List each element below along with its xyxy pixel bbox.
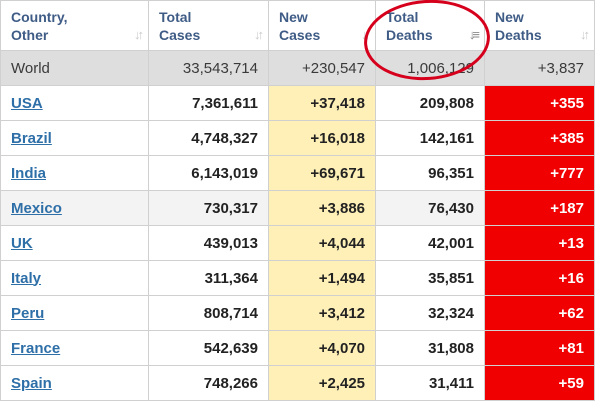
new-deaths-cell: +777 — [484, 155, 595, 191]
world-total-cases: 33,543,714 — [148, 50, 269, 86]
country-link[interactable]: Peru — [11, 304, 45, 322]
new-cases-cell: +37,418 — [268, 85, 376, 121]
new-cases-cell: +69,671 — [268, 155, 376, 191]
total-deaths-cell: 31,411 — [375, 365, 485, 401]
table-row: India 6,143,019 +69,671 96,351 +777 — [0, 155, 595, 191]
country-cell: Spain — [0, 365, 149, 401]
country-cell: Italy — [0, 260, 149, 296]
header-total-cases-label: Total Cases — [159, 9, 201, 43]
header-new-cases-label: New Cases — [279, 9, 321, 43]
country-link[interactable]: UK — [11, 234, 33, 252]
country-link[interactable]: India — [11, 164, 47, 182]
country-link[interactable]: Italy — [11, 269, 42, 287]
header-country-label: Country, Other — [11, 9, 68, 43]
country-link[interactable]: Brazil — [11, 129, 52, 147]
total-deaths-cell: 31,808 — [375, 330, 485, 366]
total-cases-cell: 730,317 — [148, 190, 269, 226]
country-cell: Brazil — [0, 120, 149, 156]
total-cases-cell: 542,639 — [148, 330, 269, 366]
sort-icon[interactable]: ↓↑ — [361, 27, 371, 42]
new-cases-cell: +3,886 — [268, 190, 376, 226]
total-cases-cell: 439,013 — [148, 225, 269, 261]
total-deaths-cell: 76,430 — [375, 190, 485, 226]
new-cases-cell: +4,044 — [268, 225, 376, 261]
new-cases-cell: +3,412 — [268, 295, 376, 331]
header-total-cases[interactable]: Total Cases ↓↑ — [148, 0, 269, 51]
header-new-cases[interactable]: New Cases ↓↑ — [268, 0, 376, 51]
header-new-deaths-label: New Deaths — [495, 9, 542, 43]
table-row: Spain 748,266 +2,425 31,411 +59 — [0, 365, 595, 401]
total-deaths-cell: 96,351 — [375, 155, 485, 191]
header-row: Country, Other ↓↑ Total Cases ↓↑ New Cases … — [0, 0, 595, 51]
table-row: Peru 808,714 +3,412 32,324 +62 — [0, 295, 595, 331]
header-new-deaths[interactable]: New Deaths ↓↑ — [484, 0, 595, 51]
table-row: UK 439,013 +4,044 42,001 +13 — [0, 225, 595, 261]
country-cell: UK — [0, 225, 149, 261]
world-new-deaths: +3,837 — [484, 50, 595, 86]
total-cases-cell: 6,143,019 — [148, 155, 269, 191]
new-deaths-cell: +16 — [484, 260, 595, 296]
sort-icon[interactable]: ↓↑ — [134, 27, 144, 42]
total-cases-cell: 7,361,611 — [148, 85, 269, 121]
sort-icon[interactable]: ↓↑ — [580, 27, 590, 42]
world-row: World 33,543,714 +230,547 1,006,129 +3,8… — [0, 50, 595, 86]
country-cell: Mexico — [0, 190, 149, 226]
country-link[interactable]: France — [11, 339, 61, 357]
new-deaths-cell: +187 — [484, 190, 595, 226]
total-deaths-cell: 42,001 — [375, 225, 485, 261]
new-deaths-cell: +59 — [484, 365, 595, 401]
total-cases-cell: 808,714 — [148, 295, 269, 331]
total-deaths-cell: 142,161 — [375, 120, 485, 156]
table-row: USA 7,361,611 +37,418 209,808 +355 — [0, 85, 595, 121]
new-deaths-cell: +62 — [484, 295, 595, 331]
total-cases-cell: 311,364 — [148, 260, 269, 296]
header-country[interactable]: Country, Other ↓↑ — [0, 0, 149, 51]
table-row: Brazil 4,748,327 +16,018 142,161 +385 — [0, 120, 595, 156]
country-cell: Peru — [0, 295, 149, 331]
sort-icon[interactable]: ↓↑ — [254, 27, 264, 42]
new-deaths-cell: +385 — [484, 120, 595, 156]
total-cases-cell: 748,266 — [148, 365, 269, 401]
country-cell: USA — [0, 85, 149, 121]
table-row: France 542,639 +4,070 31,808 +81 — [0, 330, 595, 366]
new-deaths-cell: +13 — [484, 225, 595, 261]
total-deaths-cell: 32,324 — [375, 295, 485, 331]
new-deaths-cell: +355 — [484, 85, 595, 121]
total-deaths-cell: 35,851 — [375, 260, 485, 296]
new-cases-cell: +4,070 — [268, 330, 376, 366]
new-cases-cell: +2,425 — [268, 365, 376, 401]
total-cases-cell: 4,748,327 — [148, 120, 269, 156]
table-row: Mexico 730,317 +3,886 76,430 +187 — [0, 190, 595, 226]
country-link[interactable]: Mexico — [11, 199, 62, 217]
new-cases-cell: +1,494 — [268, 260, 376, 296]
country-link[interactable]: USA — [11, 94, 43, 112]
total-deaths-cell: 209,808 — [375, 85, 485, 121]
country-cell: France — [0, 330, 149, 366]
new-deaths-cell: +81 — [484, 330, 595, 366]
country-link[interactable]: Spain — [11, 374, 52, 392]
table-row: Italy 311,364 +1,494 35,851 +16 — [0, 260, 595, 296]
world-total-deaths: 1,006,129 — [375, 50, 485, 86]
header-total-deaths-label: Total Deaths — [386, 9, 433, 43]
country-cell: India — [0, 155, 149, 191]
sort-desc-icon[interactable]: ↓≡ — [468, 27, 480, 42]
world-new-cases: +230,547 — [268, 50, 376, 86]
world-country: World — [0, 50, 149, 86]
new-cases-cell: +16,018 — [268, 120, 376, 156]
header-total-deaths[interactable]: Total Deaths ↓≡ — [375, 0, 485, 51]
